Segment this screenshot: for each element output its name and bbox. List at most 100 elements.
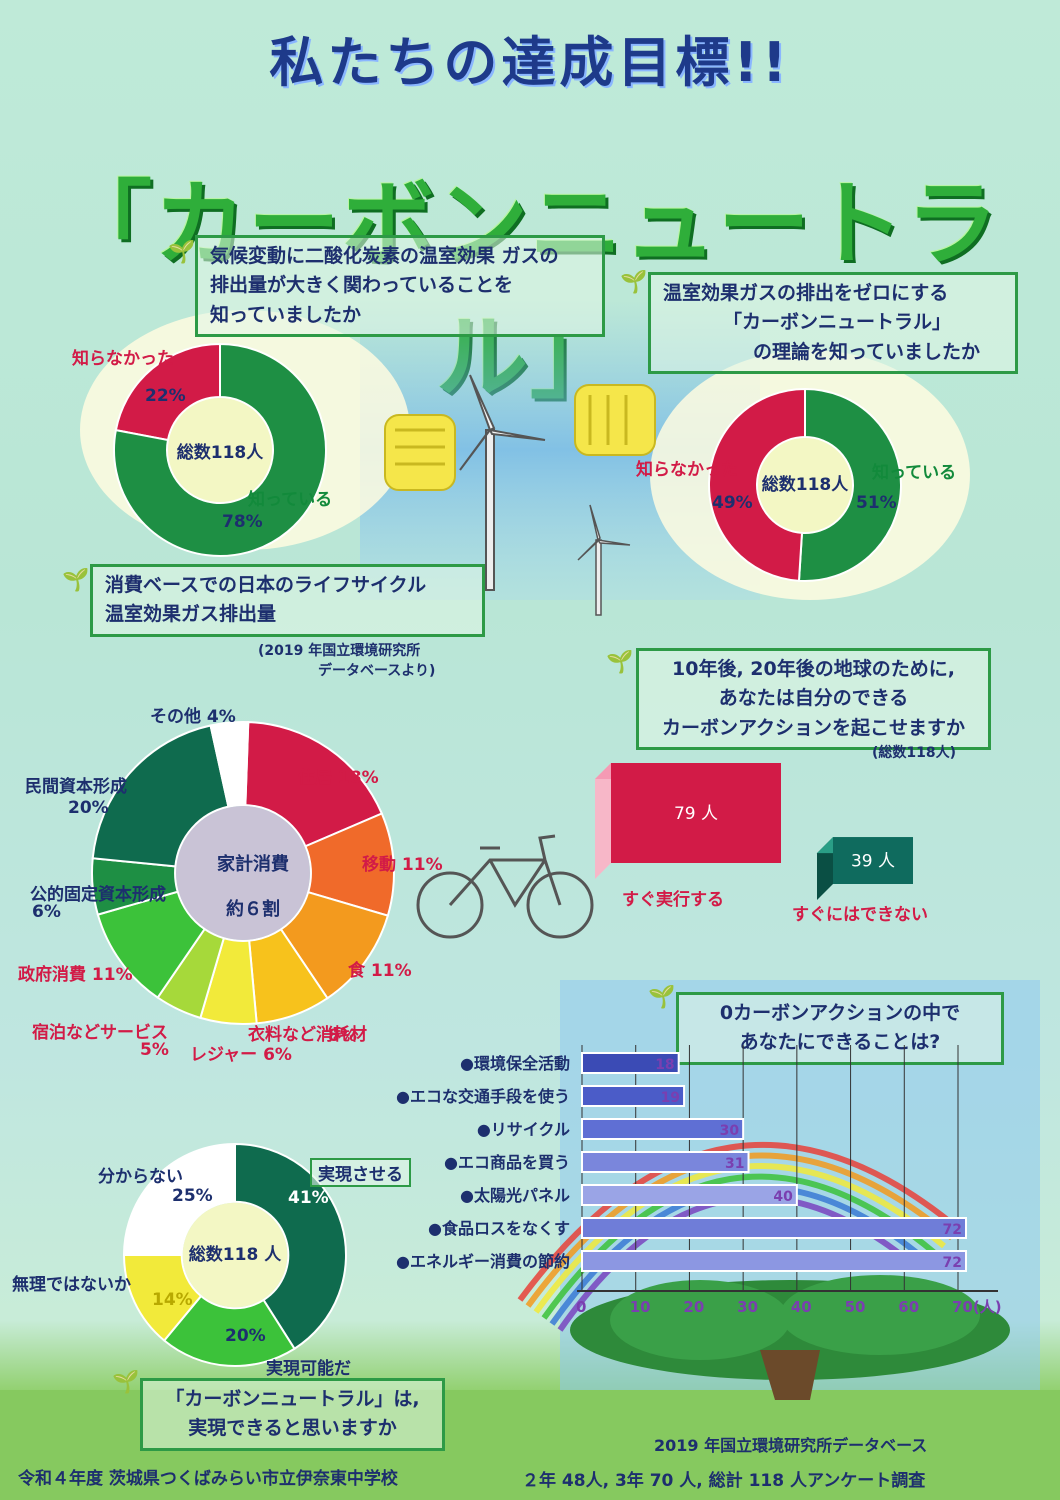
q5-category-label-0: ●環境保全活動 bbox=[460, 1054, 570, 1073]
q4-question-line2: あなたは自分のできる bbox=[718, 687, 909, 710]
q6-label-possible: 実現可能だ bbox=[266, 1359, 351, 1379]
q2-center-hole bbox=[758, 438, 852, 532]
q4-note: (総数118人) bbox=[872, 745, 957, 761]
q5-category-label-1: ●エコな交通手段を使う bbox=[396, 1087, 570, 1106]
q4-label-now: すぐ実行する bbox=[622, 890, 724, 910]
q2-center-label: 総数118人 bbox=[761, 475, 849, 495]
q3-donut-chart bbox=[91, 721, 395, 1025]
q1-label-known: 知っている bbox=[248, 490, 333, 510]
q5-bar-6 bbox=[581, 1250, 967, 1272]
q5-x-tick-label: 50 bbox=[845, 1298, 866, 1316]
q3-center-label-line1: 家計消費 bbox=[217, 854, 289, 875]
q2-question-box: 温室効果ガスの排出をゼロにする 「カーボンニュートラル」 の理論を知っていました… bbox=[648, 272, 1018, 375]
q4-bar-0 bbox=[595, 763, 781, 879]
q3-value-public-capital: 6% bbox=[32, 902, 61, 922]
q3-label-housing: 住居 18% bbox=[298, 768, 379, 788]
page-title: 私たちの達成目標!! bbox=[269, 31, 791, 94]
q4-bar-chart: 79 人 39 人 bbox=[595, 763, 913, 900]
q2-slice-1 bbox=[707, 387, 806, 582]
q3-label-private-capital: 民間資本形成 bbox=[25, 777, 127, 797]
q6-donut-chart bbox=[122, 1142, 347, 1367]
q5-bar-3 bbox=[581, 1151, 750, 1173]
q3-label-other: その他 4% bbox=[150, 707, 236, 727]
q5-question-line1: 0カーボンアクションの中で bbox=[719, 1002, 961, 1024]
q1-value-known: 78% bbox=[222, 512, 263, 532]
q5-bar-value-1: 19 bbox=[661, 1090, 680, 1106]
q5-x-tick-label: 60 bbox=[898, 1298, 919, 1316]
q3-slice-9 bbox=[209, 721, 250, 808]
q2-value-unknown: 49% bbox=[712, 493, 753, 513]
q5-category-label-6: ●エネルギー消費の節約 bbox=[396, 1252, 570, 1271]
q3-value-services: 5% bbox=[140, 1040, 169, 1060]
q5-x-tick-label: 70(人) bbox=[952, 1298, 1002, 1316]
q5-bar-2 bbox=[581, 1118, 745, 1140]
q3-label-transport: 移動 11% bbox=[362, 855, 443, 875]
q5-bar-value-3: 31 bbox=[725, 1156, 744, 1172]
q1-question-box: 気候変動に二酸化炭素の温室効果 ガスの 排出量が大きく関わっていることを 知って… bbox=[195, 235, 605, 338]
q2-value-known: 51% bbox=[856, 493, 897, 513]
q4-question-line1: 10年後, 20年後の地球のために, bbox=[672, 658, 955, 680]
q1-question-line2: 排出量が大きく関わっていることを bbox=[210, 274, 514, 297]
q6-question-line2: 実現できると思いますか bbox=[188, 1417, 397, 1440]
q5-x-tick-label: 30 bbox=[737, 1298, 758, 1316]
q5-question-box: 0カーボンアクションの中で あなたにできることは? bbox=[676, 992, 1004, 1065]
q1-question-line1: 気候変動に二酸化炭素の温室効果 ガスの bbox=[210, 245, 559, 267]
q3-slice-0 bbox=[244, 721, 384, 848]
q5-bar-value-5: 72 bbox=[943, 1222, 962, 1238]
q4-bar-value-1: 39 人 bbox=[851, 852, 895, 872]
q5-x-tick-label: 20 bbox=[683, 1298, 704, 1316]
bicycle-icon bbox=[416, 834, 594, 939]
q1-value-unknown: 22% bbox=[145, 386, 186, 406]
q2-label-unknown: 知らなかった bbox=[636, 460, 738, 480]
q5-x-tick-label: 10 bbox=[630, 1298, 651, 1316]
q6-label-impossible: 無理ではないか bbox=[12, 1275, 131, 1295]
q5-horizontal-bar-chart: 0 10 20 30 40 50 60 70(人) 18 ●環境保全活動 19 ●エコな交通手段を使う… bbox=[396, 1045, 1002, 1316]
q6-center-hole bbox=[182, 1202, 288, 1308]
windmill-small-icon bbox=[577, 504, 631, 616]
q6-slice-0 bbox=[234, 1142, 347, 1351]
q4-question-box: 10年後, 20年後の地球のために, あなたは自分のできる カーボンアクションを… bbox=[636, 648, 991, 751]
q5-category-label-5: ●食品ロスをなくす bbox=[428, 1219, 570, 1238]
q5-category-label-3: ●エコ商品を買う bbox=[444, 1153, 570, 1172]
q5-bar-4 bbox=[581, 1184, 798, 1206]
sprout-icon: 🌱 bbox=[648, 985, 676, 1010]
q6-value-dontknow: 25% bbox=[172, 1186, 213, 1206]
q5-bar-5 bbox=[581, 1217, 967, 1239]
q5-bar-0 bbox=[581, 1052, 680, 1074]
footer-survey: ２年 48人, 3年 70 人, 総計 118 人アンケート調査 bbox=[522, 1471, 926, 1491]
q4-label-later: すぐにはできない bbox=[792, 905, 928, 925]
q3-source-line1: (2019 年国立環境研究所 bbox=[258, 643, 421, 659]
q4-bar-1 bbox=[817, 837, 913, 900]
q3-slice-8 bbox=[91, 724, 230, 868]
q4-question-line3: カーボンアクションを起こせますか bbox=[661, 716, 966, 739]
q3-title-line2: 温室効果ガス排出量 bbox=[105, 603, 277, 626]
q6-value-impossible: 14% bbox=[152, 1290, 193, 1310]
sprout-icon: 🌱 bbox=[606, 650, 634, 675]
q6-label-realize: 実現させる bbox=[310, 1158, 411, 1187]
q3-label-government: 政府消費 11% bbox=[18, 965, 133, 985]
q1-center-hole bbox=[168, 398, 272, 502]
q2-question-line1: 温室効果ガスの排出をゼロにする bbox=[663, 282, 949, 304]
q2-question-line3: の理論を知っていましたか bbox=[753, 340, 981, 363]
footer-source: 2019 年国立環境研究所データベース bbox=[654, 1436, 928, 1455]
q3-title-box: 消費ベースでの日本のライフサイクル 温室効果ガス排出量 bbox=[90, 564, 485, 637]
q1-center-label: 総数118人 bbox=[176, 443, 264, 463]
q3-value-consumables: 8% bbox=[328, 1026, 357, 1046]
q6-label-dontknow: 分からない bbox=[98, 1167, 183, 1187]
tree-illustration bbox=[570, 1275, 1010, 1400]
q1-question-line3: 知っていましたか bbox=[210, 303, 362, 326]
sprout-icon: 🌱 bbox=[620, 270, 648, 295]
sprout-icon: 🌱 bbox=[112, 1370, 140, 1395]
q3-value-private-capital: 20% bbox=[68, 798, 109, 818]
sprout-icon: 🌱 bbox=[62, 568, 90, 593]
q3-label-food: 食 11% bbox=[348, 961, 412, 981]
q5-category-label-4: ●太陽光パネル bbox=[460, 1186, 570, 1205]
q5-x-tick-label: 40 bbox=[791, 1298, 812, 1316]
sprout-icon: 🌱 bbox=[168, 240, 196, 265]
q5-question-line2: あなたにできることは? bbox=[739, 1031, 941, 1054]
q6-question-box: 「カーボンニュートラル」は, 実現できると思いますか bbox=[140, 1378, 445, 1451]
q5-category-label-2: ●リサイクル bbox=[477, 1120, 570, 1139]
q5-bar-value-6: 72 bbox=[943, 1255, 962, 1271]
q3-label-public-capital: 公的固定資本形成 bbox=[30, 885, 166, 905]
q4-bar-value-0: 79 人 bbox=[674, 804, 718, 824]
